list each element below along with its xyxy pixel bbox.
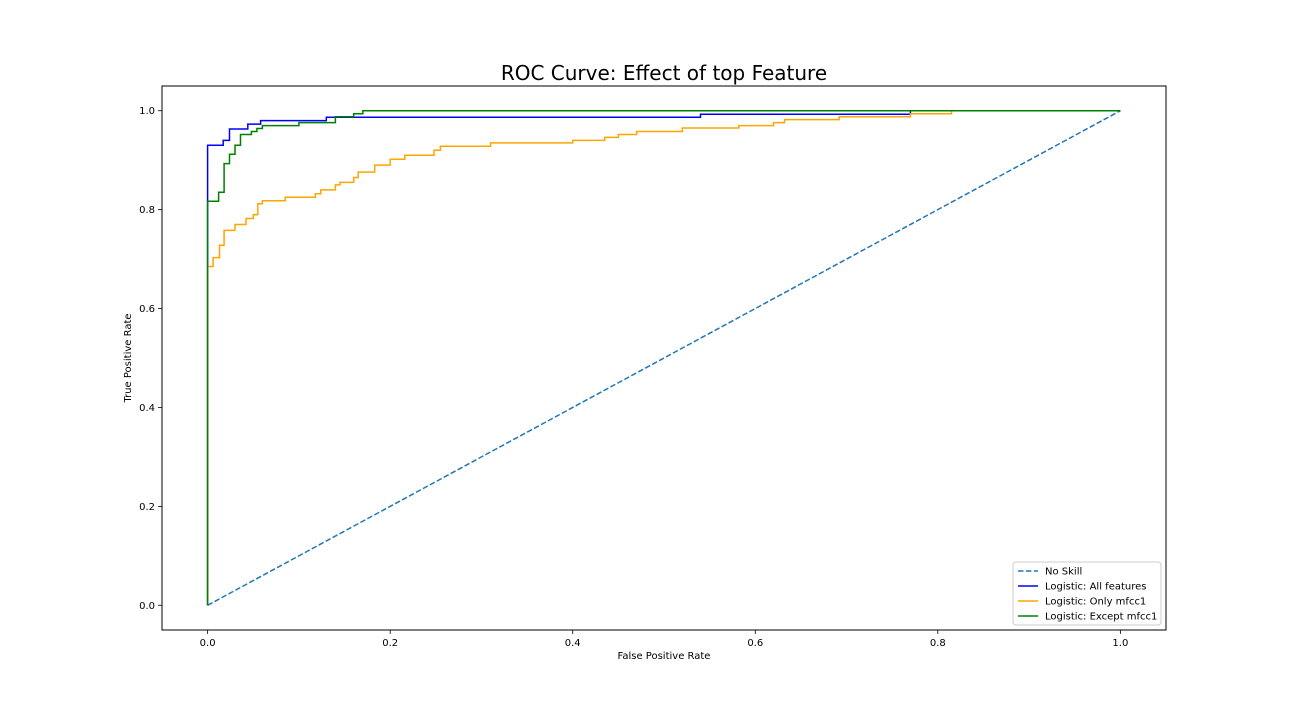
plot-area [206, 109, 1121, 606]
series-line-3 [206, 109, 1121, 606]
y-tick-label: 0.0 [139, 601, 155, 612]
chart-title: ROC Curve: Effect of top Feature [501, 61, 827, 85]
x-tick-label: 0.4 [565, 638, 581, 649]
plot-frame [161, 85, 1167, 631]
y-axis: 0.0 0.2 0.4 0.6 0.8 1.0 [139, 106, 162, 612]
legend-entry: Logistic: All features [1045, 582, 1146, 593]
y-tick-label: 0.4 [139, 403, 155, 414]
legend-entry: No Skill [1045, 567, 1082, 578]
legend-entry: Logistic: Except mfcc1 [1045, 612, 1157, 623]
y-tick-label: 0.2 [139, 502, 155, 513]
y-tick-label: 0.6 [139, 304, 155, 315]
series-line-0 [207, 110, 1121, 606]
series-line-2 [206, 109, 1121, 606]
y-tick-label: 1.0 [139, 106, 155, 117]
series-line-1 [206, 109, 1121, 606]
legend: No Skill Logistic: All features Logistic: … [1012, 561, 1162, 626]
y-axis-label: True Positive Rate [123, 313, 134, 403]
y-tick-label: 0.8 [139, 205, 155, 216]
x-tick-label: 1.0 [1112, 638, 1128, 649]
x-axis-label: False Positive Rate [618, 651, 711, 662]
x-tick-label: 0.8 [930, 638, 946, 649]
x-tick-label: 0.0 [200, 638, 216, 649]
legend-box [1012, 561, 1162, 626]
x-axis: 0.0 0.2 0.4 0.6 0.8 1.0 [200, 630, 1128, 649]
x-tick-label: 0.6 [747, 638, 763, 649]
legend-entry: Logistic: Only mfcc1 [1045, 597, 1146, 608]
x-tick-label: 0.2 [382, 638, 398, 649]
